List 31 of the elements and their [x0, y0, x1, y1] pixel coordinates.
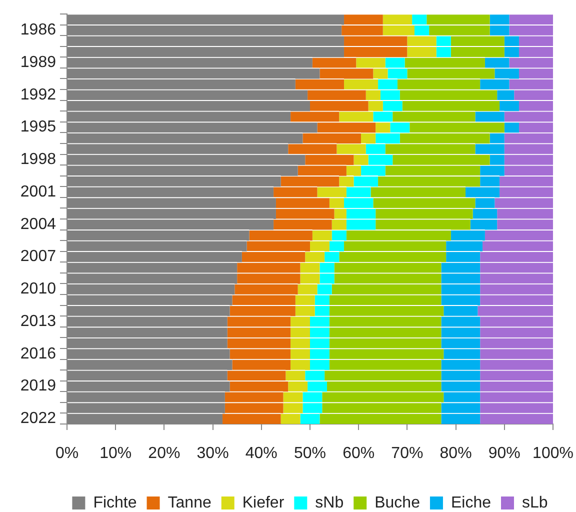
y-tick-label: 1989: [20, 54, 56, 71]
y-tick-label: 1998: [20, 151, 56, 168]
y-tick-label: 2019: [20, 378, 56, 395]
legend-label: Eiche: [450, 494, 492, 512]
y-tick-label: 2010: [20, 280, 56, 298]
y-tick-label: 2016: [20, 345, 56, 362]
legend-label: Kiefer: [242, 494, 285, 512]
y-tick-label: 2013: [20, 312, 56, 330]
legend-label: Fichte: [93, 494, 137, 512]
x-tick-label: 90%: [488, 445, 520, 462]
y-tick-label: 2007: [20, 248, 56, 266]
x-tick-label: 40%: [245, 445, 278, 462]
x-tick-label: 80%: [440, 445, 472, 462]
y-tick-label: 2022: [20, 410, 56, 428]
x-tick-label: 50%: [294, 445, 326, 462]
y-tick-label: 1986: [20, 22, 56, 39]
y-tick-label: 1995: [20, 118, 56, 136]
x-tick-label: 30%: [196, 445, 229, 462]
x-tick-label: 70%: [391, 445, 424, 462]
legend-label: Buche: [374, 494, 420, 512]
y-tick-label: 1992: [20, 86, 56, 104]
x-tick-label: 0%: [55, 445, 79, 462]
x-tick-label: 60%: [342, 445, 375, 462]
x-tick-label: 20%: [148, 445, 180, 462]
legend-label: Tanne: [168, 494, 212, 512]
y-tick-label: 2004: [20, 216, 56, 233]
legend-label: sNb: [315, 494, 344, 512]
x-tick-label: 10%: [100, 445, 132, 462]
legend-label: sLb: [522, 494, 548, 512]
x-tick-label: 100%: [532, 445, 574, 462]
y-tick-label: 2001: [20, 183, 56, 200]
